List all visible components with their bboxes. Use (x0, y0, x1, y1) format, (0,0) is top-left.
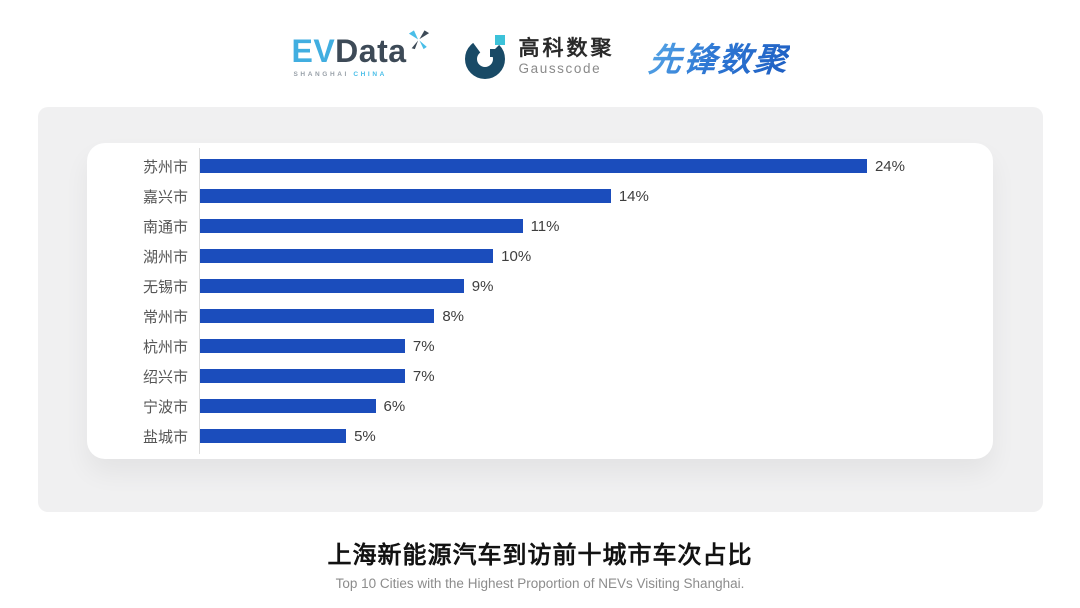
bar-track: 5% (199, 428, 905, 445)
bar-track: 24% (199, 158, 905, 175)
bar-row: 杭州市 7% (111, 331, 993, 361)
bar-row: 盐城市 5% (111, 421, 993, 451)
bar-track: 9% (199, 278, 905, 295)
value-label: 9% (471, 277, 494, 295)
gausscode-logo: 高科数聚 Gausscode (464, 34, 615, 80)
value-label: 11% (530, 217, 560, 235)
bar-chart: 苏州市 24% 嘉兴市 14% 南通市 11% 湖州市 10% 无锡市 9% 常州市 8% 杭州市 7% 绍… (111, 148, 993, 454)
category-label: 南通市 (142, 218, 188, 236)
category-label: 绍兴市 (142, 368, 188, 386)
caption: 上海新能源汽车到访前十城市车次占比 Top 10 Cities with the… (0, 535, 1080, 591)
bar-row: 常州市 8% (111, 301, 993, 331)
evdata-shanghai-text: SHANGHAI (293, 71, 349, 78)
bar-track: 6% (199, 398, 905, 415)
evdata-data-text: Data (335, 33, 407, 69)
value-label: 8% (442, 307, 465, 325)
chart-panel: 苏州市 24% 嘉兴市 14% 南通市 11% 湖州市 10% 无锡市 9% 常州市 8% 杭州市 7% 绍… (37, 107, 1043, 512)
bar (199, 189, 611, 203)
bar-track: 7% (199, 338, 905, 355)
value-label: 24% (874, 157, 905, 175)
category-label: 苏州市 (142, 158, 188, 176)
evdata-china-text: CHINA (353, 71, 387, 78)
bar-track: 11% (199, 218, 905, 235)
bar-row: 苏州市 24% (111, 151, 993, 181)
bar (199, 399, 376, 413)
category-label: 常州市 (142, 308, 188, 326)
bar-row: 无锡市 9% (111, 271, 993, 301)
value-label: 10% (501, 247, 532, 265)
bar-row: 湖州市 10% (111, 241, 993, 271)
bar (199, 309, 435, 323)
bar-row: 绍兴市 7% (111, 361, 993, 391)
evdata-subtext: SHANGHAI CHINA (291, 71, 386, 78)
category-label: 无锡市 (142, 278, 188, 296)
category-label: 盐城市 (142, 428, 188, 446)
gausscode-cn-text: 高科数聚 (518, 36, 615, 60)
bar-track: 8% (199, 308, 905, 325)
y-axis-line (199, 148, 200, 454)
bar (199, 369, 405, 383)
evdata-ev-text: EV (291, 33, 336, 69)
bar (199, 429, 347, 443)
value-label: 5% (354, 427, 376, 445)
value-label: 14% (618, 187, 649, 205)
chart-subtitle: Top 10 Cities with the Highest Proportio… (335, 576, 745, 591)
evdata-logo: EV Data SHANGHAI CHINA (291, 30, 429, 78)
gausscode-g-icon (464, 34, 505, 79)
bar-track: 14% (199, 188, 905, 205)
evdata-wordmark: EV Data (291, 30, 429, 69)
bar-row: 南通市 11% (111, 211, 993, 241)
bar (199, 159, 867, 173)
header-logos: EV Data SHANGHAI CHINA 高科数聚 Gausscode 先锋数… (0, 0, 1080, 107)
category-label: 湖州市 (142, 248, 188, 266)
category-label: 宁波市 (142, 398, 188, 416)
value-label: 7% (412, 367, 435, 385)
bar-row: 嘉兴市 14% (111, 181, 993, 211)
category-label: 嘉兴市 (142, 188, 188, 206)
chart-title: 上海新能源汽车到访前十城市车次占比 (327, 542, 753, 569)
value-label: 7% (412, 337, 435, 355)
bar-track: 10% (199, 248, 905, 265)
pinwheel-x-icon (408, 30, 429, 50)
gausscode-text: 高科数聚 Gausscode (519, 37, 615, 76)
bar (199, 339, 405, 353)
category-label: 杭州市 (142, 338, 188, 356)
bar (199, 279, 464, 293)
xianfeng-logo: 先锋数聚 (646, 33, 791, 81)
value-label: 6% (383, 397, 406, 415)
bar (199, 249, 494, 263)
bar-row: 宁波市 6% (111, 391, 993, 421)
chart-card: 苏州市 24% 嘉兴市 14% 南通市 11% 湖州市 10% 无锡市 9% 常州市 8% 杭州市 7% 绍… (87, 143, 993, 459)
bar-track: 7% (199, 368, 905, 385)
gausscode-en-text: Gausscode (518, 61, 602, 77)
bar (199, 219, 523, 233)
